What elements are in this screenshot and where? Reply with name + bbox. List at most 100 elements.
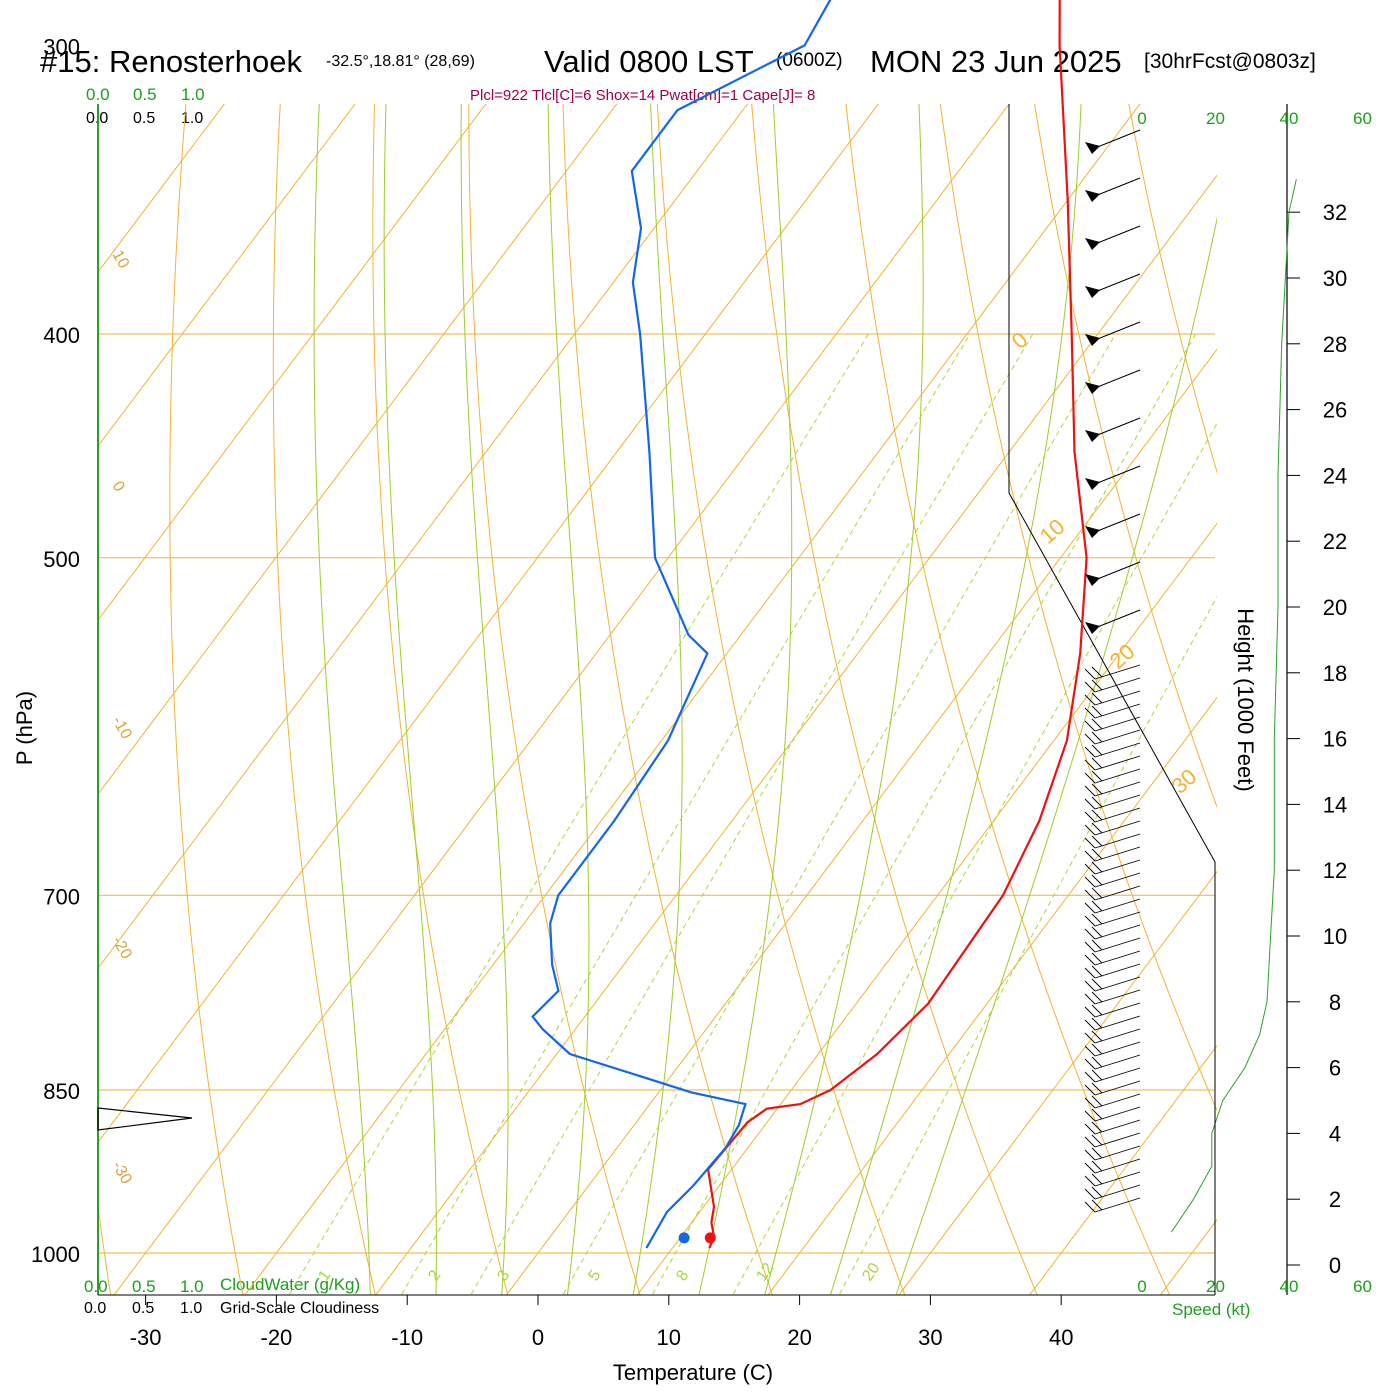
dry-adiabat-label-1: 0 xyxy=(109,479,128,495)
wind-barb-low-3 xyxy=(1094,703,1141,719)
wind-barb-feather-a-34 xyxy=(1084,1110,1096,1122)
isotherm--110 xyxy=(0,0,175,1302)
height-tick-label-32: 32 xyxy=(1323,200,1347,225)
height-tick-label-4: 4 xyxy=(1329,1121,1341,1146)
height-tick-label-0: 0 xyxy=(1329,1253,1341,1278)
wind-barb-feather-b-9 xyxy=(1091,783,1103,795)
mixing-ratio-label-5: 5 xyxy=(585,1267,604,1284)
dry-adiabat-380 xyxy=(1347,0,1400,1302)
isotherm--50 xyxy=(98,104,749,970)
isotherm-label-0: 0 xyxy=(1007,327,1033,354)
wind-barb-feather-b-32 xyxy=(1091,1082,1103,1094)
wind-barb-low-38 xyxy=(1094,1158,1141,1174)
moist-adiabat--10 xyxy=(313,104,371,1295)
x-tick-label-20: 20 xyxy=(787,1325,811,1350)
speed-top-tick-20: 20 xyxy=(1206,109,1225,128)
height-tick-label-14: 14 xyxy=(1323,792,1347,817)
wind-barb-feather-b-36 xyxy=(1091,1134,1103,1146)
wind-barb-low-31 xyxy=(1094,1067,1141,1083)
mixing-ratio-5 xyxy=(562,333,1117,1295)
wind-barb-low-9 xyxy=(1094,781,1141,797)
wind-barb-feather-a-17 xyxy=(1084,889,1096,901)
wind-barb-feather-b-22 xyxy=(1091,952,1103,964)
dry-adiabat-250 xyxy=(169,104,244,1295)
isotherm-60 xyxy=(1286,0,1400,1302)
p-tick-label-500: 500 xyxy=(43,547,80,572)
wind-barb-feather-b-20 xyxy=(1091,926,1103,938)
dry-adiabat-340 xyxy=(1034,104,1217,809)
wind-barb-flag-8 xyxy=(1085,526,1100,538)
wind-barb-feather-b-31 xyxy=(1091,1069,1103,1081)
wind-barb-low-18 xyxy=(1094,898,1141,914)
stats-line: Plcl=922 Tlcl[C]=6 Shox=14 Pwat[cm]=1 Ca… xyxy=(470,87,815,104)
wind-barb-feather-a-38 xyxy=(1084,1162,1096,1174)
cloudiness-label: Grid-Scale Cloudiness xyxy=(220,1300,379,1317)
wind-barb-feather-b-4 xyxy=(1091,718,1103,730)
wind-barb-feather-a-1 xyxy=(1084,681,1096,693)
wind-barb-feather-a-22 xyxy=(1084,954,1096,966)
wind-barb-flag-2 xyxy=(1085,238,1100,250)
wind-barb-feather-a-14 xyxy=(1084,850,1096,862)
wind-barb-feather-b-24 xyxy=(1091,978,1103,990)
wind-barb-low-16 xyxy=(1094,872,1141,888)
height-tick-label-24: 24 xyxy=(1323,463,1347,488)
dry-adiabat-330 xyxy=(939,104,1217,1112)
p-tick-label-700: 700 xyxy=(43,884,80,909)
wind-barb-feather-a-9 xyxy=(1084,785,1096,797)
wind-barb-feather-b-25 xyxy=(1091,991,1103,1003)
wind-barb-low-4 xyxy=(1094,716,1141,732)
mixing-ratio-3 xyxy=(470,333,1034,1295)
height-tick-label-8: 8 xyxy=(1329,990,1341,1015)
wind-barb-feather-b-11 xyxy=(1091,809,1103,821)
wind-barb-feather-b-15 xyxy=(1091,861,1103,873)
moist-adiabat-30 xyxy=(895,216,1217,1295)
wind-barb-feather-b-40 xyxy=(1091,1186,1103,1198)
isotherm--120 xyxy=(0,0,44,1302)
wind-barb-low-21 xyxy=(1094,937,1141,953)
isotherm-label-2: 20 xyxy=(1105,639,1140,674)
dry-adiabat-280 xyxy=(468,104,641,1295)
cloud-marker xyxy=(97,1107,193,1131)
wind-barb-feather-a-3 xyxy=(1084,707,1096,719)
wind-barb-feather-a-5 xyxy=(1084,733,1096,745)
background-lines xyxy=(0,0,1400,1302)
wind-barb-low-6 xyxy=(1094,742,1141,758)
wind-barb-flag-0 xyxy=(1085,142,1100,154)
series-temperature xyxy=(706,0,1088,1249)
wind-barb-feather-b-21 xyxy=(1091,939,1103,951)
wind-barb-feather-a-0 xyxy=(1084,668,1096,680)
x-tick-label--20: -20 xyxy=(261,1325,293,1350)
dry-adiabat-label-4: -30 xyxy=(109,1159,135,1188)
wind-barb-low-37 xyxy=(1094,1145,1141,1161)
wind-barb-feather-a-24 xyxy=(1084,980,1096,992)
wind-barb-flag-10 xyxy=(1085,622,1100,634)
x-axis-title: Temperature (C) xyxy=(613,1360,773,1385)
mixing-ratio-20 xyxy=(838,595,1217,1295)
isotherm-50 xyxy=(1159,1218,1217,1295)
dry-adiabat-310 xyxy=(751,104,1038,1295)
wind-barb-feather-b-17 xyxy=(1091,887,1103,899)
surface-dewpoint-dot xyxy=(678,1232,690,1244)
zulu-time: (0600Z) xyxy=(776,50,843,71)
isotherm--10 xyxy=(375,174,1217,1295)
wind-barb-flag-7 xyxy=(1085,478,1100,490)
wind-barb-low-33 xyxy=(1094,1093,1141,1109)
isotherm--30 xyxy=(113,104,1010,1295)
x-tick-label-30: 30 xyxy=(918,1325,942,1350)
wind-barb-feather-b-2 xyxy=(1091,692,1103,704)
wind-barb-low-0 xyxy=(1094,664,1141,680)
dry-adiabat-270 xyxy=(372,104,509,1295)
wind-barb-low-20 xyxy=(1094,924,1141,940)
wind-barb-low-29 xyxy=(1094,1041,1141,1057)
mixing-ratio-label-20: 20 xyxy=(859,1260,883,1284)
wind-barb-flag-4 xyxy=(1085,334,1100,346)
wind-barb-feather-a-29 xyxy=(1084,1045,1096,1057)
height-axis-title: Height (1000 Feet) xyxy=(1233,608,1258,791)
wind-barb-feather-b-23 xyxy=(1091,965,1103,977)
x-tick-label-0: 0 xyxy=(532,1325,544,1350)
wind-barb-feather-a-18 xyxy=(1084,902,1096,914)
dry-adiabat-230 xyxy=(0,0,42,1302)
dry-adiabat-label-2: -10 xyxy=(109,714,135,743)
wind-barb-feather-b-0 xyxy=(1091,666,1103,678)
